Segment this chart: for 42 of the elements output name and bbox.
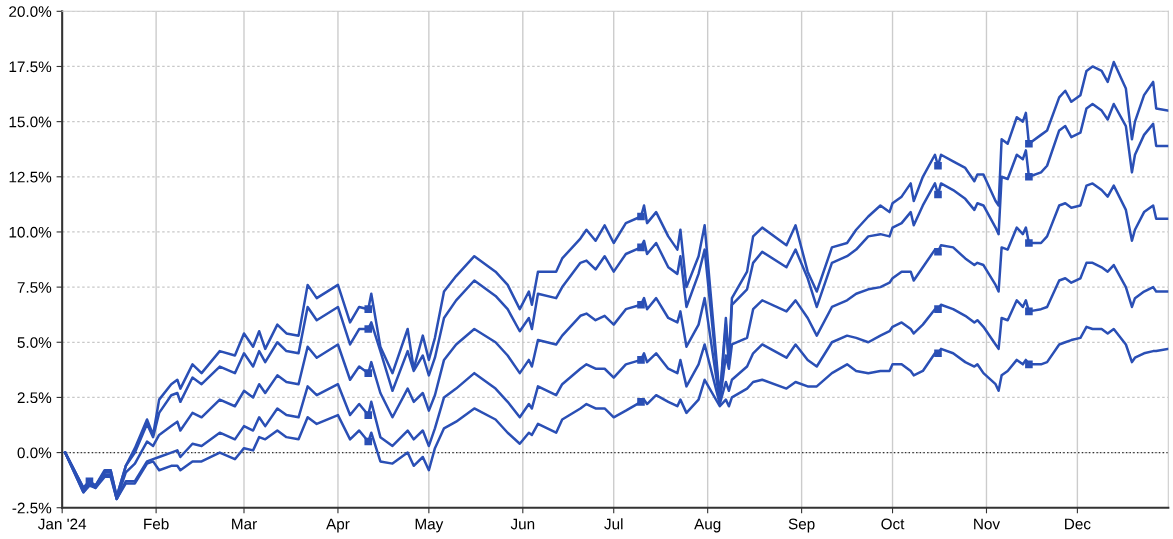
x-tick-label: Mar: [232, 518, 257, 530]
point: [1025, 172, 1033, 181]
x-tick-label: May: [415, 518, 444, 533]
y-tick-label: 0.0%: [17, 447, 52, 459]
point: [364, 305, 373, 313]
point: [1025, 239, 1033, 247]
x-tick-label: Nov: [974, 518, 1001, 530]
point: [364, 369, 373, 377]
point: [1025, 360, 1033, 369]
x-tick-label: Feb: [144, 518, 169, 530]
x-tick-label: Jun: [510, 518, 535, 530]
x-tick-label: Apr: [326, 518, 350, 533]
point: [934, 349, 942, 358]
point: [637, 300, 645, 309]
x-tick-label: Aug: [694, 518, 721, 533]
y-tick-label: 2.5%: [17, 392, 52, 404]
point: [1025, 139, 1033, 148]
y-tick-label: 20.0%: [9, 6, 52, 18]
y-tick-label: 5.0%: [17, 337, 52, 348]
y-tick-label: 15.0%: [9, 116, 52, 128]
x-tick-label: Jul: [604, 518, 623, 530]
point: [637, 212, 645, 221]
point: [637, 356, 645, 364]
point: [934, 161, 942, 170]
y-tick-label: 7.5%: [17, 282, 52, 293]
x-tick-label: Sep: [788, 518, 815, 533]
y-tick-label: 17.5%: [9, 61, 52, 73]
point: [637, 243, 645, 252]
point: [934, 305, 942, 313]
point: [637, 398, 645, 406]
point: [364, 411, 373, 419]
y-tick-label: 10.0%: [9, 226, 52, 238]
x-tick-label: Oct: [881, 518, 905, 530]
point: [364, 437, 373, 446]
point: [364, 325, 373, 333]
point: [934, 248, 942, 256]
y-tick-label: 12.5%: [9, 171, 52, 183]
x-tick-label: Jan '24: [38, 518, 87, 530]
y-tick-label: -2.5%: [12, 502, 52, 514]
point: [934, 190, 942, 199]
x-tick-label: Dec: [1065, 518, 1091, 530]
point: [1025, 307, 1033, 316]
